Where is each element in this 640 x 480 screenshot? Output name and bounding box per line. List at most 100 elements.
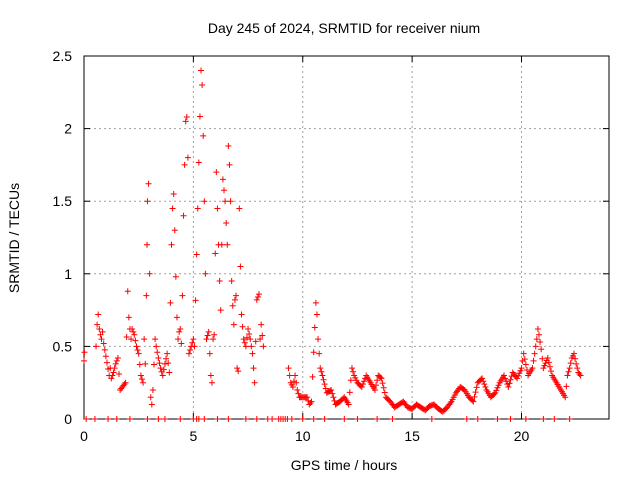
data-point-interp	[469, 397, 476, 404]
data-point-interp	[130, 328, 137, 335]
data-point	[564, 372, 571, 379]
data-point-interp	[361, 378, 367, 385]
data-point	[229, 302, 236, 309]
data-point	[313, 311, 320, 318]
data-point-interp	[447, 400, 454, 407]
data-point	[253, 296, 260, 303]
data-point	[198, 67, 205, 74]
data-point	[228, 278, 235, 285]
data-point-interp	[101, 346, 108, 353]
data-point-zero	[269, 416, 276, 422]
data-point-interp	[194, 205, 201, 212]
data-point-interp	[491, 390, 498, 397]
data-point-interp	[151, 361, 157, 368]
data-point-interp	[132, 337, 139, 344]
data-point-zero	[463, 416, 470, 422]
data-point-zero	[310, 416, 317, 422]
data-point	[371, 386, 378, 393]
data-point	[237, 263, 244, 270]
data-point	[247, 336, 254, 343]
data-point	[166, 369, 173, 376]
data-point-interp	[293, 379, 300, 386]
data-point	[501, 372, 507, 379]
data-point	[224, 241, 231, 248]
data-point-interp	[320, 376, 327, 383]
data-point	[94, 321, 101, 328]
data-point	[536, 331, 542, 338]
data-point-interp	[223, 219, 230, 226]
x-tick-label: 5	[189, 428, 197, 444]
data-point	[81, 357, 87, 364]
data-point-interp	[532, 343, 539, 350]
y-tick-label: 1	[64, 266, 72, 282]
data-point-interp	[572, 355, 579, 362]
data-point	[168, 241, 175, 248]
data-point	[175, 336, 182, 343]
data-point	[208, 379, 215, 386]
data-point	[201, 198, 208, 205]
data-point	[124, 288, 131, 295]
data-point-interp	[136, 361, 143, 368]
data-point-interp	[116, 370, 122, 377]
grid	[84, 56, 609, 419]
data-point	[249, 350, 256, 357]
data-point	[533, 336, 540, 343]
x-tick-label: 0	[80, 428, 88, 444]
data-point-interp	[111, 365, 118, 372]
data-point-interp	[548, 368, 555, 375]
data-point-interp	[522, 361, 529, 368]
data-point	[96, 325, 103, 332]
data-point-interp	[109, 372, 116, 379]
data-point	[492, 389, 499, 396]
data-point-interp	[546, 363, 553, 370]
data-point	[245, 325, 252, 332]
data-point-zero	[507, 416, 514, 422]
data-point	[505, 384, 512, 391]
data-point	[148, 401, 155, 408]
data-point	[316, 350, 323, 357]
data-point	[577, 372, 584, 379]
data-point	[122, 379, 129, 386]
data-point	[180, 212, 187, 219]
data-point-interp	[576, 370, 583, 377]
data-point	[108, 375, 115, 382]
data-point-interp	[373, 382, 380, 389]
data-point	[227, 198, 234, 205]
data-point-zero	[288, 416, 295, 422]
data-point-interp	[206, 350, 213, 357]
data-point	[93, 343, 100, 350]
data-point-interp	[545, 359, 552, 366]
data-point-zero	[126, 416, 133, 422]
data-point-interp	[307, 400, 314, 407]
data-point	[479, 375, 486, 382]
data-point-interp	[239, 323, 246, 330]
data-point	[378, 375, 385, 382]
data-point	[152, 336, 159, 343]
data-point	[191, 343, 198, 350]
data-point	[258, 321, 265, 328]
data-point	[256, 291, 262, 298]
data-point	[200, 132, 207, 139]
data-point-interp	[196, 113, 203, 120]
data-point	[315, 336, 322, 343]
data-point-zero	[195, 416, 202, 422]
data-point	[131, 331, 138, 338]
data-point	[171, 227, 178, 234]
data-point	[112, 360, 119, 367]
data-point	[172, 273, 179, 280]
data-point	[125, 314, 132, 321]
data-point	[238, 311, 245, 318]
data-point-zero	[389, 416, 396, 422]
data-point-interp	[381, 389, 388, 396]
data-point-interp	[493, 387, 500, 394]
data-point-interp	[542, 360, 549, 367]
data-point-interp	[507, 376, 514, 383]
data-point	[179, 292, 186, 299]
data-point	[292, 372, 299, 379]
data-point-interp	[503, 378, 510, 385]
data-point-zero	[177, 416, 184, 422]
data-point	[348, 365, 355, 372]
data-point	[470, 398, 477, 405]
data-point	[199, 82, 206, 89]
data-point	[205, 328, 212, 335]
